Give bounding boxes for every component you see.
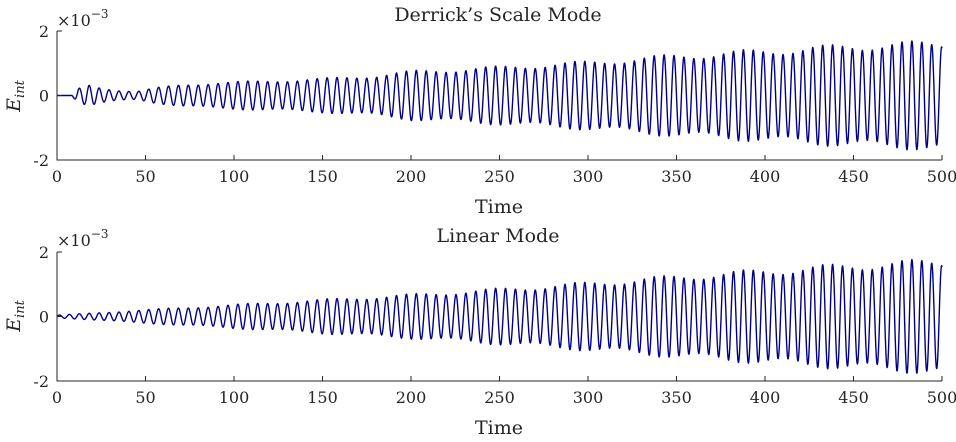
panel-1-exponent: ×10−3 (57, 7, 108, 30)
panel-1-title: Derrick’s Scale Mode (394, 4, 601, 26)
panel-2-title: Linear Mode (437, 225, 560, 247)
x-tick-label: 250 (484, 167, 515, 186)
y-tick-label: -2 (33, 372, 49, 391)
x-tick-label: 250 (484, 388, 515, 407)
panel-2-exponent: ×10−3 (57, 227, 108, 250)
x-tick-label: 0 (52, 167, 62, 186)
x-tick-label: 300 (573, 167, 604, 186)
panel-1-ylabel: Eint (3, 79, 28, 112)
y-tick-label: 0 (39, 308, 49, 327)
x-tick-label: 350 (661, 167, 692, 186)
panel-2-ylabel-sub: int (13, 299, 28, 318)
x-tick-label: 200 (396, 388, 427, 407)
x-tick-label: 350 (661, 388, 692, 407)
panel-1-ylabel-main: E (3, 98, 25, 113)
panel-1-series-line (56, 40, 943, 151)
x-tick-label: 450 (838, 388, 869, 407)
x-tick-label: 200 (396, 167, 427, 186)
x-tick-label: 500 (927, 388, 956, 407)
x-tick-label: 100 (219, 167, 250, 186)
x-tick-label: 400 (750, 167, 781, 186)
x-tick-label: 150 (307, 167, 338, 186)
x-tick-label: 100 (219, 388, 250, 407)
panel-1: Derrick’s Scale Mode ×10−3 Eint 0 50 100 15… (3, 4, 956, 218)
x-tick-label: 450 (838, 167, 869, 186)
x-tick-label: 150 (307, 388, 338, 407)
panel-2-exponent-base: ×10 (57, 231, 91, 250)
x-tick-label: 50 (135, 167, 155, 186)
y-tick-label: -2 (33, 151, 49, 170)
x-tick-label: 50 (135, 388, 155, 407)
panel-2: Linear Mode ×10−3 Eint 0 50 100 150 200 250 30… (3, 225, 956, 439)
x-tick-label: 300 (573, 388, 604, 407)
panel-2-xlabel: Time (475, 417, 523, 439)
panel-2-ticks: 0 50 100 150 200 250 300 350 400 450 500-202 (33, 243, 956, 407)
panel-1-xlabel: Time (475, 196, 523, 218)
panel-2-series-line (56, 258, 943, 374)
panel-1-ylabel-sub: int (13, 79, 28, 98)
y-tick-label: 2 (39, 22, 49, 41)
panel-2-exponent-power: −3 (91, 227, 109, 241)
y-tick-label: 0 (39, 87, 49, 106)
x-tick-label: 0 (52, 388, 62, 407)
panel-2-axes (56, 252, 942, 382)
x-tick-label: 500 (927, 167, 956, 186)
panel-1-exponent-base: ×10 (57, 11, 91, 30)
y-tick-label: 2 (39, 243, 49, 262)
panel-1-axes (56, 31, 942, 161)
panel-1-ticks: 0 50 100 150 200 250 300 350 400 450 500-202 (33, 22, 956, 186)
panel-1-exponent-power: −3 (91, 7, 109, 21)
panel-2-ylabel: Eint (3, 299, 28, 332)
panel-2-ylabel-main: E (3, 318, 25, 333)
x-tick-label: 400 (750, 388, 781, 407)
